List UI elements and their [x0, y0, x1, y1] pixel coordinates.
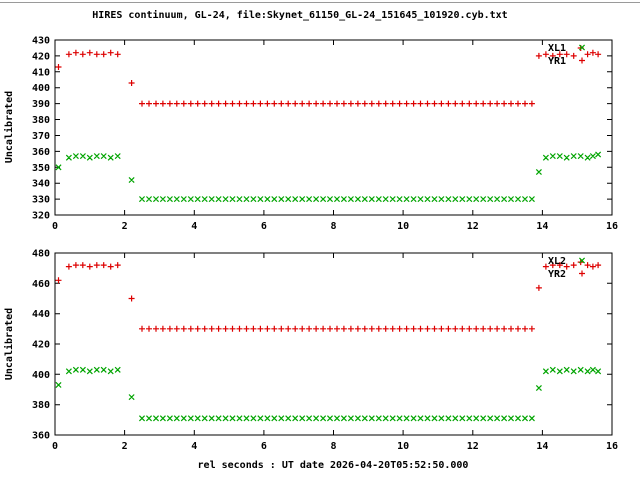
legend-marker-YR1	[579, 57, 585, 64]
y-tick-label: 390	[32, 99, 50, 110]
x-axis-label: rel seconds : UT date 2026-04-20T05:52:5…	[198, 460, 469, 471]
plot-border	[54, 252, 613, 436]
plot-border	[54, 39, 613, 216]
x-tick-label: 16	[606, 441, 618, 452]
x-tick-label: 0	[52, 221, 58, 232]
legend-label-YR2: YR2	[548, 269, 566, 280]
y-tick-label: 440	[32, 309, 50, 320]
chart-panel-bottom: 360 380 400 420 440 460 480 0 2 4 6 8 10 12 14 16 XL2 YR2	[32, 249, 618, 453]
axis-ticks	[54, 39, 613, 216]
x-tick-label: 8	[330, 221, 336, 232]
series-YR1	[55, 45, 602, 107]
chart-panel-top: 320 330 340 350 360 370 380 390 400 410 420 430 0 2 4 6…	[32, 36, 618, 233]
series-YR2	[55, 259, 602, 332]
y-tick-label: 420	[32, 51, 50, 62]
x-tick-label: 2	[122, 221, 128, 232]
y-tick-label: 360	[32, 431, 50, 442]
x-tick-label: 14	[536, 221, 548, 232]
y-tick-label: 330	[32, 195, 50, 206]
x-tick-label: 8	[330, 441, 336, 452]
y-tick-label: 480	[32, 249, 50, 260]
x-tick-label: 16	[606, 221, 618, 232]
y-tick-label: 380	[32, 115, 50, 126]
series-XL2	[55, 366, 602, 422]
axis-ticks	[54, 252, 613, 436]
x-tick-label: 12	[467, 441, 479, 452]
legend-label-YR1: YR1	[548, 56, 566, 67]
legend-label-XL1: XL1	[548, 43, 566, 54]
y-tick-label: 400	[32, 83, 50, 94]
y-tick-label: 340	[32, 179, 50, 190]
y-tick-label: 360	[32, 147, 50, 158]
chart-title: HIRES continuum, GL-24, file:Skynet_6115…	[92, 9, 507, 21]
y-axis-label-bottom: Uncalibrated	[3, 308, 15, 380]
x-tick-label: 4	[191, 221, 197, 232]
x-tick-label: 4	[191, 441, 197, 452]
x-tick-label: 6	[261, 441, 267, 452]
y-tick-label: 400	[32, 370, 50, 381]
legend-marker-YR2	[579, 270, 585, 277]
x-tick-label: 14	[536, 441, 548, 452]
x-tick-label: 2	[122, 441, 128, 452]
x-tick-label: 6	[261, 221, 267, 232]
y-tick-label: 380	[32, 400, 50, 411]
y-tick-label: 320	[32, 211, 50, 222]
legend-label-XL2: XL2	[548, 256, 566, 267]
series-XL1	[55, 151, 602, 203]
y-tick-label: 370	[32, 131, 50, 142]
window-top-edge	[0, 2, 640, 3]
x-tick-label: 10	[397, 441, 409, 452]
x-tick-label: 10	[397, 221, 409, 232]
y-tick-label: 460	[32, 279, 50, 290]
x-tick-label: 0	[52, 441, 58, 452]
x-tick-label: 12	[467, 221, 479, 232]
y-axis-label-top: Uncalibrated	[3, 91, 15, 163]
legend-marker-XL1	[578, 44, 586, 51]
y-tick-label: 350	[32, 163, 50, 174]
y-tick-label: 430	[32, 36, 50, 47]
y-tick-label: 420	[32, 340, 50, 351]
y-tick-label: 410	[32, 67, 50, 78]
legend-marker-XL2	[578, 257, 586, 264]
